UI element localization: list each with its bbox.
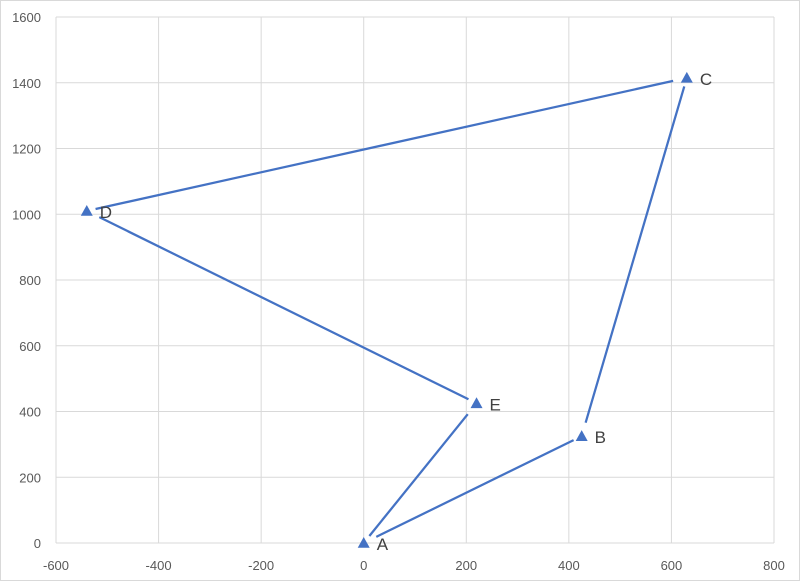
series-segment [368,413,469,537]
y-tick-label: 0 [34,536,41,551]
series [80,71,693,548]
point-label: B [595,428,606,447]
x-tick-label: 400 [558,558,580,573]
point-label: D [100,203,112,222]
x-tick-label: -200 [248,558,274,573]
y-tick-label: 800 [19,273,41,288]
x-tick-label: -600 [43,558,69,573]
data-point-marker [575,430,588,441]
x-tick-label: 0 [360,558,367,573]
grid [55,16,775,544]
point-label: A [377,535,389,554]
point-label: C [700,70,712,89]
point-labels: A B C D E [100,70,712,554]
series-segment [584,86,686,424]
data-point-marker [357,537,370,548]
x-tick-label: 800 [763,558,785,573]
y-tick-label: 1000 [12,207,41,222]
y-tick-label: 1400 [12,76,41,91]
series-segment [95,79,674,211]
point-label: E [490,395,501,414]
data-point-marker [680,71,693,83]
series-segment [98,216,469,401]
y-tick-label: 1600 [12,10,41,25]
data-point-marker [470,397,483,409]
axes: -600 -400 -200 0 200 400 600 800 0 200 400 600 800 10… [12,10,785,573]
y-tick-label: 1200 [12,142,41,157]
series-segment [375,439,575,538]
y-tick-label: 200 [19,470,41,485]
x-tick-label: -400 [146,558,172,573]
x-tick-label: 200 [455,558,477,573]
x-tick-label: 600 [661,558,683,573]
data-point-marker [80,204,93,216]
y-tick-label: 400 [19,405,41,420]
y-tick-label: 600 [19,339,41,354]
